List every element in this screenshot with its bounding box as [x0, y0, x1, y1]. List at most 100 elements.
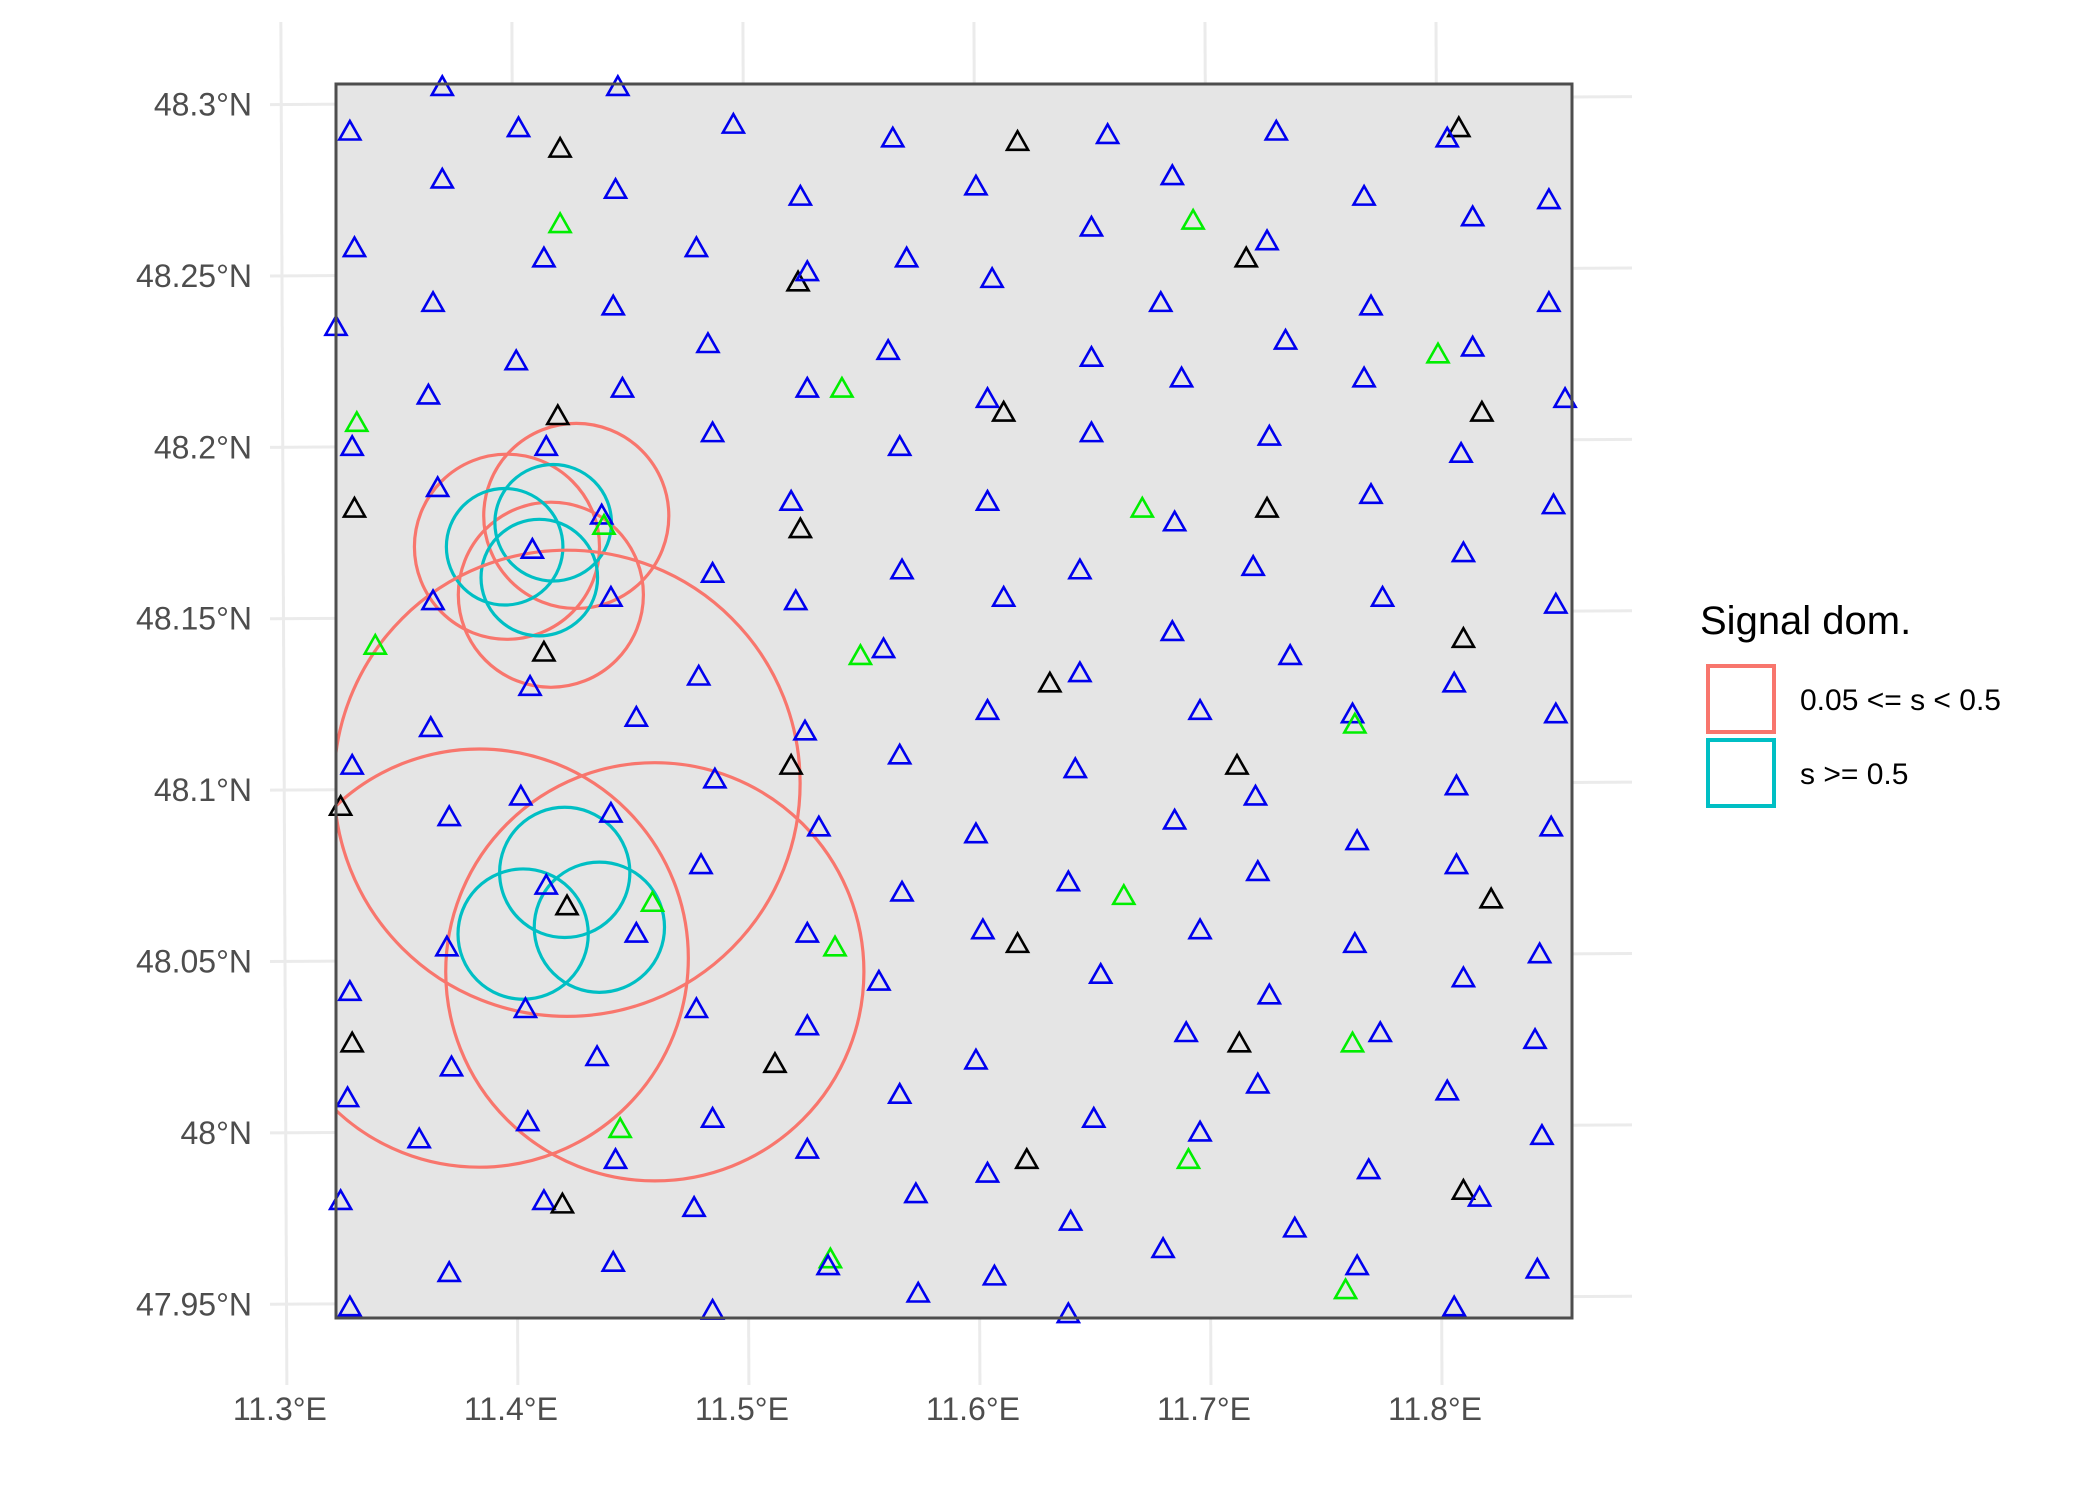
- y-tick-label: 48.3°N: [154, 87, 252, 123]
- station-blue-marker: [519, 536, 546, 559]
- station-green-marker: [607, 1115, 633, 1139]
- station-blue-marker: [334, 1084, 361, 1108]
- station-blue-marker: [893, 245, 920, 268]
- station-blue-marker: [794, 375, 821, 398]
- station-blue-marker: [1543, 701, 1569, 724]
- x-axis-ticks: 11.3°E 11.4°E 11.5°E 11.6°E 11.7°E 11.8°E: [233, 1391, 1482, 1427]
- station-blue-marker: [588, 502, 615, 525]
- station-blue-marker: [512, 995, 539, 1019]
- station-blue-marker: [889, 879, 915, 902]
- x-tick-label: 11.8°E: [1388, 1391, 1482, 1427]
- station-blue-marker: [1448, 440, 1474, 464]
- legend-label-high: s >= 0.5: [1800, 758, 1908, 791]
- station-blue-marker: [963, 1047, 989, 1070]
- station-blue-marker: [1529, 1122, 1555, 1146]
- station-black-marker: [1450, 1177, 1477, 1200]
- station-blue-marker: [886, 433, 913, 457]
- station-blue-marker: [1187, 917, 1213, 940]
- station-blue-marker: [1161, 509, 1188, 532]
- station-black-marker: [787, 515, 814, 539]
- station-blue-marker: [1536, 186, 1562, 210]
- station-blue-marker: [699, 560, 726, 583]
- station-blue-marker: [623, 704, 650, 727]
- station-blue-marker: [1173, 1019, 1199, 1043]
- station-blue-marker: [905, 1280, 931, 1303]
- station-blue-marker: [515, 1108, 541, 1132]
- station-blue-marker: [1434, 125, 1460, 148]
- signal-circle-low: [456, 500, 646, 689]
- station-blue-marker: [1078, 344, 1105, 368]
- station-blue-marker: [533, 433, 559, 457]
- station-blue-marker: [1443, 851, 1470, 875]
- station-blue-marker: [1355, 1156, 1382, 1180]
- station-blue-marker: [778, 488, 804, 511]
- station-blue-marker: [974, 697, 1001, 721]
- x-tick-label: 11.7°E: [1157, 1391, 1251, 1427]
- station-blue-marker: [1344, 1252, 1370, 1276]
- station-blue-marker: [1459, 334, 1486, 357]
- station-green-marker: [1425, 341, 1451, 364]
- station-green-marker: [344, 409, 370, 433]
- station-blue-marker: [870, 635, 897, 659]
- x-tick-label: 11.3°E: [233, 1391, 327, 1427]
- station-blue-marker: [1094, 121, 1121, 145]
- station-blue-marker: [1351, 365, 1377, 388]
- signal-circle-low: [336, 548, 802, 1018]
- station-blue-marker: [339, 752, 365, 775]
- station-blue-marker: [970, 917, 996, 940]
- station-blue-marker: [1466, 1184, 1493, 1207]
- station-green-marker: [847, 642, 874, 666]
- station-blue-marker: [533, 872, 559, 895]
- station-black-marker: [1478, 886, 1504, 909]
- station-blue-marker: [531, 245, 557, 268]
- station-blue-marker: [681, 1194, 707, 1218]
- station-green-marker: [1332, 1276, 1359, 1300]
- station-blue-marker: [1245, 858, 1271, 882]
- y-tick-label: 47.95°N: [136, 1286, 252, 1322]
- station-green-marker: [1180, 207, 1206, 230]
- station-blue-marker: [1443, 773, 1470, 796]
- y-tick-label: 48.25°N: [136, 258, 252, 294]
- station-blue-marker: [792, 718, 818, 741]
- station-blue-marker: [889, 557, 915, 580]
- station-blue-marker: [683, 995, 710, 1019]
- station-blue-marker: [1067, 557, 1093, 580]
- station-blue-marker: [1159, 162, 1186, 186]
- station-blue-marker: [979, 265, 1005, 289]
- station-green-marker: [639, 889, 666, 913]
- station-blue-marker: [605, 73, 631, 97]
- station-blue-marker: [699, 1105, 726, 1128]
- map-panel-border: [334, 82, 1574, 1320]
- station-black-marker: [1004, 128, 1031, 152]
- station-blue-marker: [1272, 327, 1299, 350]
- y-tick-label: 48°N: [181, 1115, 253, 1151]
- station-blue-marker: [783, 587, 809, 611]
- station-blue-marker: [720, 111, 747, 134]
- station-blue-marker: [1552, 385, 1578, 409]
- y-axis-ticks: 47.95°N 48°N 48.05°N 48.1°N 48.15°N 48.2°N 48.…: [136, 87, 252, 1323]
- station-blue-marker: [600, 293, 626, 316]
- station-black-marker: [1226, 1030, 1253, 1053]
- station-blue-marker: [963, 173, 989, 196]
- station-blue-marker: [702, 766, 728, 789]
- station-blue-marker: [1187, 697, 1213, 721]
- x-tick-label: 11.5°E: [695, 1391, 789, 1427]
- station-blue-marker: [695, 330, 721, 354]
- station-blue-marker: [436, 803, 462, 827]
- station-blue-marker: [1078, 214, 1105, 237]
- station-blue-marker: [1148, 289, 1174, 313]
- station-green-marker: [829, 375, 855, 398]
- station-blue-marker: [699, 419, 726, 443]
- station-blue-marker: [339, 433, 365, 457]
- station-blue-marker: [1543, 591, 1569, 614]
- station-blue-marker: [815, 1252, 841, 1276]
- station-blue-marker: [1055, 869, 1082, 892]
- map-panel: [336, 84, 1572, 1318]
- station-black-marker: [990, 399, 1017, 422]
- station-blue-marker: [531, 1187, 557, 1211]
- x-tick-label: 11.4°E: [464, 1391, 558, 1427]
- legend-title: Signal dom.: [1700, 599, 1911, 643]
- station-blue-marker: [1240, 553, 1266, 577]
- station-blue-marker: [1339, 701, 1366, 724]
